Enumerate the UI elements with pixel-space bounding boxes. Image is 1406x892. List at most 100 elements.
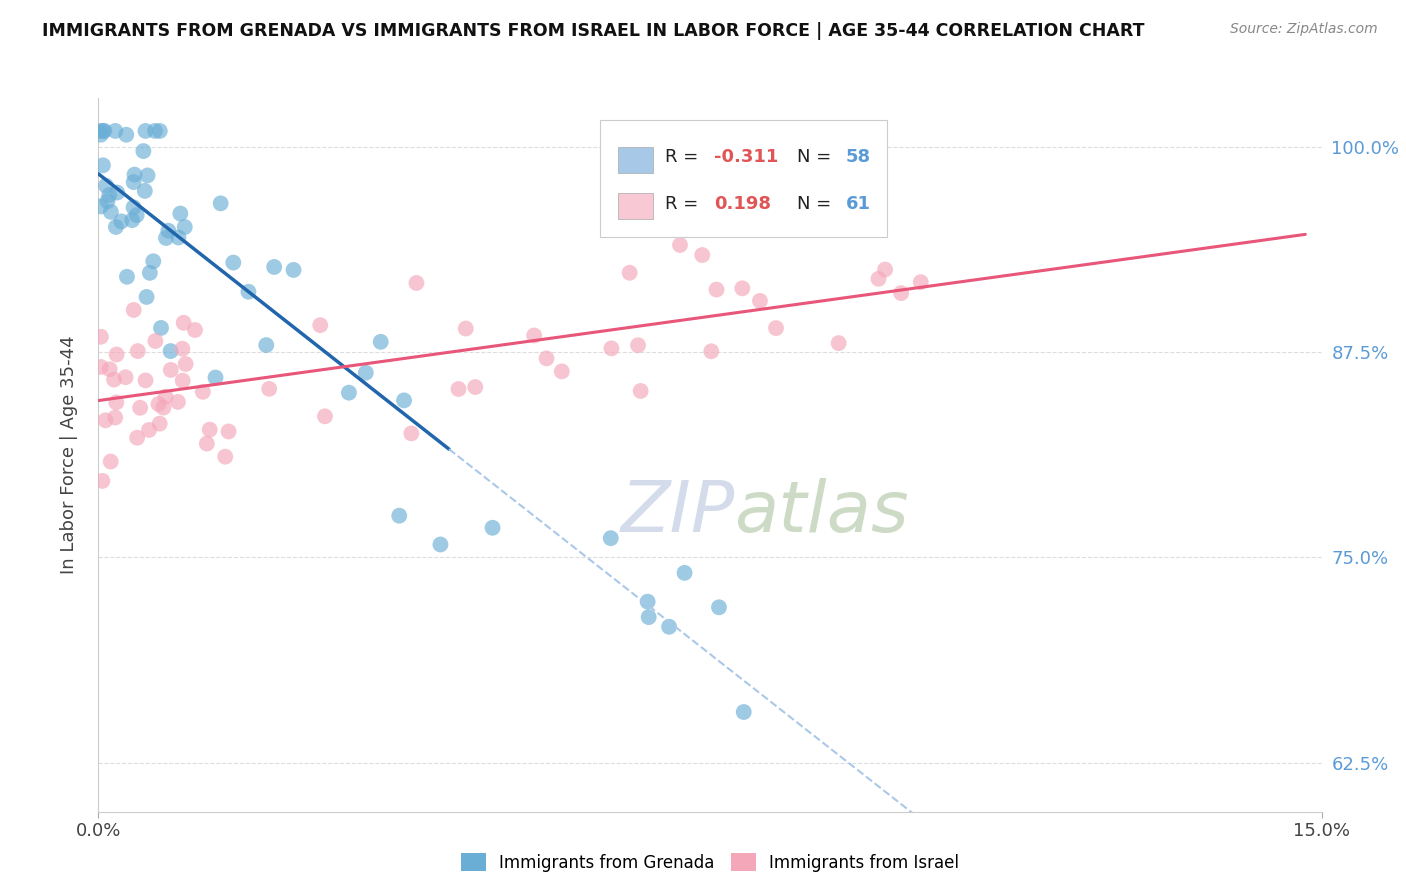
Point bbox=[238, 285, 260, 299]
Point bbox=[354, 366, 377, 380]
Point bbox=[868, 272, 890, 286]
Bar bbox=[619, 194, 652, 219]
Point bbox=[139, 266, 162, 280]
Bar bbox=[619, 147, 652, 173]
Point bbox=[209, 196, 232, 211]
Point bbox=[627, 338, 650, 352]
Point bbox=[523, 328, 546, 343]
Point bbox=[90, 124, 112, 138]
Point bbox=[90, 330, 112, 344]
Point bbox=[731, 281, 754, 295]
Text: IMMIGRANTS FROM GRENADA VS IMMIGRANTS FROM ISRAEL IN LABOR FORCE | AGE 35-44 COR: IMMIGRANTS FROM GRENADA VS IMMIGRANTS FR… bbox=[42, 22, 1144, 40]
Point bbox=[204, 370, 226, 384]
Point bbox=[283, 263, 305, 277]
Point bbox=[93, 124, 115, 138]
Point bbox=[129, 401, 152, 415]
Point bbox=[429, 537, 451, 551]
Point bbox=[263, 260, 285, 274]
Point bbox=[132, 144, 155, 158]
Point bbox=[222, 255, 245, 269]
Point bbox=[142, 254, 165, 268]
Point bbox=[104, 410, 127, 425]
Text: 61: 61 bbox=[846, 194, 870, 212]
Point bbox=[184, 323, 207, 337]
Point bbox=[174, 357, 197, 371]
Point bbox=[138, 423, 160, 437]
Point bbox=[115, 128, 138, 142]
Point bbox=[257, 382, 280, 396]
Point bbox=[155, 390, 177, 404]
Point bbox=[96, 194, 118, 209]
Point bbox=[155, 231, 177, 245]
Point bbox=[166, 395, 188, 409]
Point bbox=[669, 238, 692, 252]
Point bbox=[173, 220, 195, 235]
Point bbox=[167, 230, 190, 244]
Text: 58: 58 bbox=[846, 148, 870, 166]
Point bbox=[104, 219, 127, 234]
Point bbox=[254, 338, 277, 352]
Point bbox=[134, 124, 156, 138]
Point bbox=[173, 316, 195, 330]
Point bbox=[392, 393, 415, 408]
Point bbox=[464, 380, 486, 394]
Point bbox=[98, 362, 121, 376]
Point bbox=[105, 186, 128, 200]
Text: R =: R = bbox=[665, 148, 704, 166]
FancyBboxPatch shape bbox=[600, 120, 887, 237]
Point bbox=[191, 384, 214, 399]
Point bbox=[94, 178, 117, 193]
Point bbox=[875, 262, 897, 277]
Point bbox=[337, 385, 360, 400]
Point bbox=[707, 600, 730, 615]
Point bbox=[690, 248, 713, 262]
Point bbox=[100, 204, 122, 219]
Legend: Immigrants from Grenada, Immigrants from Israel: Immigrants from Grenada, Immigrants from… bbox=[454, 847, 966, 879]
Point bbox=[481, 521, 503, 535]
Point bbox=[218, 425, 240, 439]
Point bbox=[115, 269, 138, 284]
Point bbox=[388, 508, 411, 523]
Point bbox=[91, 158, 114, 172]
Point bbox=[658, 620, 681, 634]
Point bbox=[103, 373, 125, 387]
Point bbox=[91, 124, 114, 138]
Point bbox=[765, 321, 787, 335]
Point bbox=[122, 200, 145, 214]
Point bbox=[551, 364, 574, 378]
Point bbox=[314, 409, 336, 424]
Point bbox=[122, 303, 145, 318]
Text: N =: N = bbox=[797, 148, 837, 166]
Point bbox=[90, 128, 112, 142]
Point bbox=[447, 382, 470, 396]
Point bbox=[890, 286, 912, 301]
Point bbox=[309, 318, 332, 333]
Point bbox=[827, 336, 849, 351]
Text: atlas: atlas bbox=[734, 477, 910, 547]
Point bbox=[90, 199, 112, 213]
Point bbox=[536, 351, 558, 366]
Point bbox=[159, 344, 181, 359]
Text: N =: N = bbox=[797, 194, 837, 212]
Point bbox=[733, 705, 755, 719]
Point bbox=[110, 214, 132, 228]
Point bbox=[700, 344, 723, 359]
Point bbox=[401, 426, 423, 441]
Point bbox=[150, 321, 173, 335]
Point bbox=[145, 334, 167, 348]
Point bbox=[105, 395, 128, 409]
Point bbox=[125, 208, 148, 222]
Point bbox=[619, 266, 641, 280]
Point bbox=[100, 454, 122, 468]
Point bbox=[127, 344, 149, 359]
Point bbox=[599, 531, 621, 545]
Point bbox=[600, 342, 623, 356]
Point bbox=[172, 342, 194, 356]
Point bbox=[134, 184, 156, 198]
Point bbox=[134, 373, 156, 387]
Point bbox=[104, 124, 127, 138]
Point bbox=[706, 283, 728, 297]
Point bbox=[136, 169, 159, 183]
Point bbox=[135, 290, 157, 304]
Point bbox=[91, 474, 114, 488]
